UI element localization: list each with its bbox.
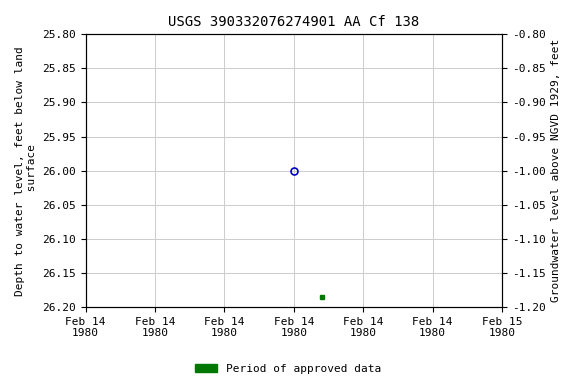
Legend: Period of approved data: Period of approved data xyxy=(191,359,385,379)
Title: USGS 390332076274901 AA Cf 138: USGS 390332076274901 AA Cf 138 xyxy=(168,15,419,29)
Y-axis label: Groundwater level above NGVD 1929, feet: Groundwater level above NGVD 1929, feet xyxy=(551,39,561,302)
Y-axis label: Depth to water level, feet below land
 surface: Depth to water level, feet below land su… xyxy=(15,46,37,296)
